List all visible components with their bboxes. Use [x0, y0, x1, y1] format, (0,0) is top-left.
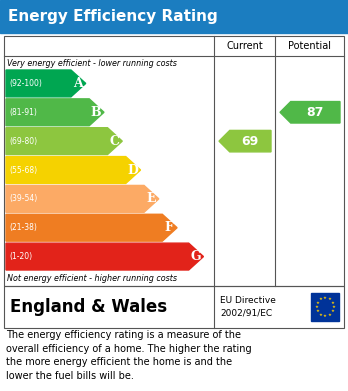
Text: ★: ★ [316, 309, 319, 313]
Text: ★: ★ [331, 309, 334, 313]
Text: ★: ★ [327, 312, 331, 317]
Text: (81-91): (81-91) [9, 108, 37, 117]
Text: ★: ★ [323, 314, 327, 317]
Text: Potential: Potential [288, 41, 331, 51]
Text: B: B [90, 106, 101, 119]
Text: Not energy efficient - higher running costs: Not energy efficient - higher running co… [7, 274, 177, 283]
Text: ★: ★ [319, 312, 323, 317]
Text: Current: Current [226, 41, 263, 51]
Text: (39-54): (39-54) [9, 194, 37, 203]
Bar [4, 36, 344, 286]
Text: (55-68): (55-68) [9, 165, 37, 174]
Bar [4, 286, 344, 328]
Text: Very energy efficient - lower running costs: Very energy efficient - lower running co… [7, 59, 177, 68]
Text: E: E [146, 192, 156, 205]
Text: ★: ★ [331, 301, 334, 305]
Text: ★: ★ [314, 305, 318, 309]
Text: D: D [127, 163, 138, 176]
Polygon shape [6, 214, 177, 241]
Text: (92-100): (92-100) [9, 79, 42, 88]
Text: EU Directive
2002/91/EC: EU Directive 2002/91/EC [220, 296, 276, 318]
Polygon shape [6, 185, 159, 212]
Polygon shape [219, 131, 271, 152]
Text: The energy efficiency rating is a measure of the
overall efficiency of a home. T: The energy efficiency rating is a measur… [6, 330, 252, 381]
Text: England & Wales: England & Wales [10, 298, 167, 316]
Text: ★: ★ [316, 301, 319, 305]
Text: ★: ★ [332, 305, 335, 309]
Text: 69: 69 [242, 135, 259, 148]
Bar [0, 0, 348, 33]
Text: (69-80): (69-80) [9, 136, 37, 145]
Text: ★: ★ [327, 298, 331, 301]
Text: G: G [190, 250, 201, 263]
Polygon shape [6, 156, 141, 183]
Text: A: A [73, 77, 82, 90]
Text: F: F [165, 221, 173, 234]
Text: Energy Efficiency Rating: Energy Efficiency Rating [8, 9, 218, 24]
Bar [311, 293, 339, 321]
Text: (1-20): (1-20) [9, 252, 32, 261]
Text: C: C [109, 135, 119, 148]
Polygon shape [280, 102, 340, 123]
Text: 87: 87 [307, 106, 324, 119]
Polygon shape [6, 99, 104, 126]
Polygon shape [6, 243, 204, 270]
Text: ★: ★ [323, 296, 327, 300]
Text: ★: ★ [319, 298, 323, 301]
Polygon shape [6, 70, 86, 97]
Text: (21-38): (21-38) [9, 223, 37, 232]
Polygon shape [6, 128, 122, 154]
